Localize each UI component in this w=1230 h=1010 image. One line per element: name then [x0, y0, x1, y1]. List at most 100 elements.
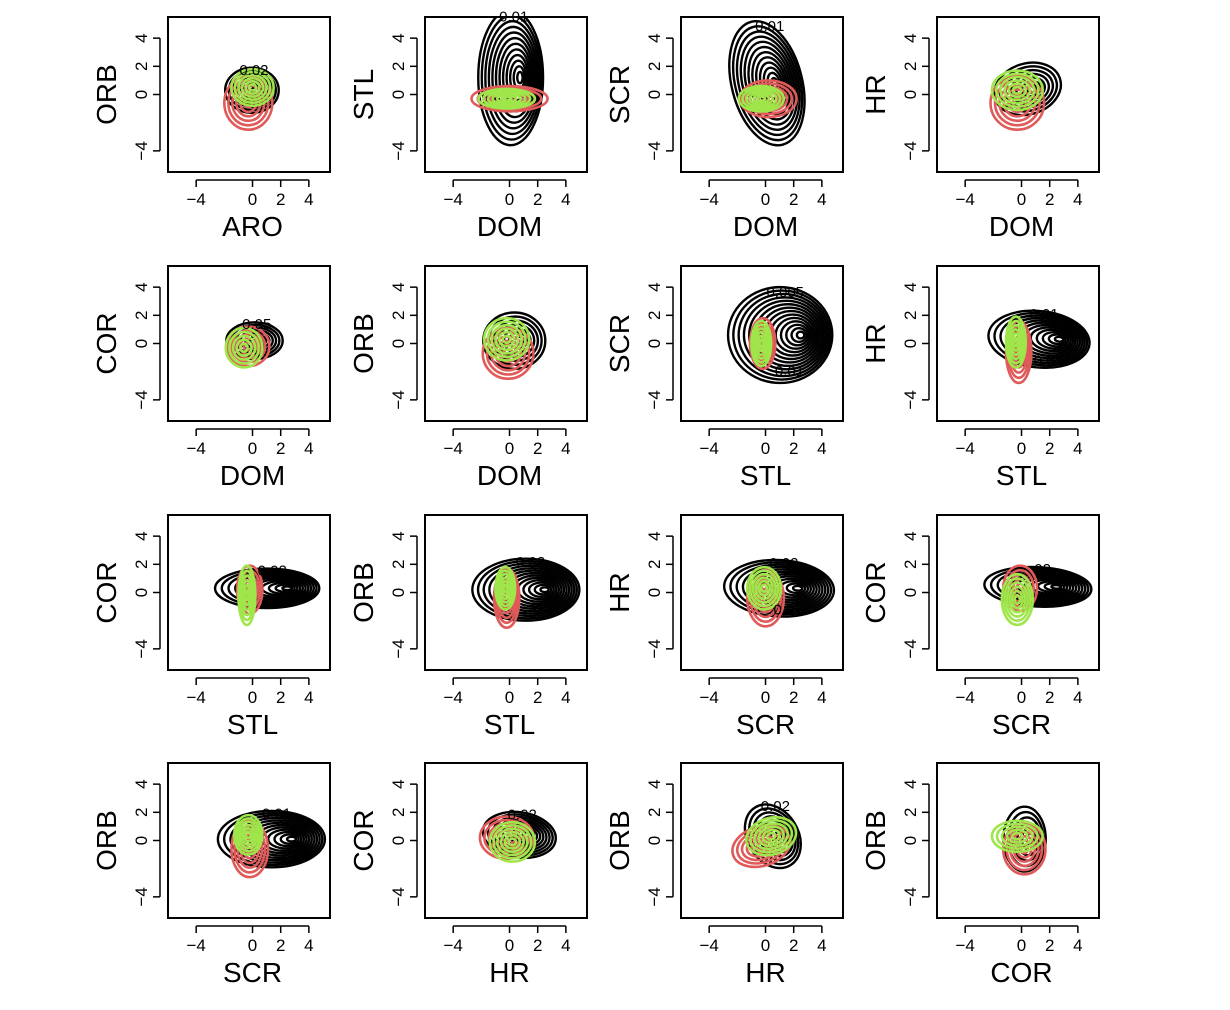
green-contour-line [239, 823, 257, 847]
x-tick-label: −4 [699, 936, 718, 955]
x-axis: −4 0 2 4 SCR [699, 677, 827, 740]
x-tick-label: −4 [699, 688, 718, 707]
y-tick-label: 2 [645, 62, 664, 71]
x-tick-label: 4 [1073, 439, 1082, 458]
green-contour-line [233, 70, 272, 105]
panel-plot-area [223, 66, 280, 132]
x-tick-label: −4 [186, 688, 205, 707]
green-contour-line [1008, 585, 1027, 614]
y-tick-label: 0 [389, 90, 408, 99]
green-contour-line [1011, 85, 1023, 95]
y-axis-label: ORB [348, 313, 379, 374]
green-contour-line [247, 83, 258, 92]
y-tick-label: 2 [389, 62, 408, 71]
y-axis-label: STL [348, 69, 379, 120]
y-tick-label: −4 [645, 141, 664, 160]
y-axis: −4 0 2 4 COR [348, 779, 418, 907]
plot-frame [167, 514, 331, 671]
x-axis-label: DOM [220, 460, 285, 491]
y-axis-label: ORB [860, 810, 891, 871]
green-contour-line [500, 579, 510, 597]
black-contour-line [785, 582, 807, 595]
y-tick-label: −4 [901, 141, 920, 160]
green-contour-line [1011, 332, 1021, 352]
green-contour-line [990, 69, 1044, 112]
black-contour-line [728, 19, 806, 147]
black-contour-line [996, 569, 1087, 605]
y-axis-label: ORB [348, 562, 379, 623]
green-contour-line [750, 319, 773, 368]
x-tick-label: 0 [248, 190, 257, 209]
x-tick-label: −4 [955, 688, 974, 707]
black-contour-line [476, 559, 579, 620]
x-tick-label: 4 [304, 439, 313, 458]
y-tick-label: −4 [389, 639, 408, 658]
green-contours [482, 316, 531, 362]
panel-plot-area [478, 810, 557, 863]
black-contour-line [791, 584, 804, 592]
y-axis: −4 0 2 4 ORB [348, 282, 418, 410]
black-contour-line [516, 70, 524, 85]
green-contour-line [244, 830, 252, 840]
x-axis-label: ARO [222, 211, 283, 242]
x-tick-label: −4 [186, 190, 205, 209]
green-contour-line [1012, 336, 1019, 348]
red-contour-line [743, 82, 794, 116]
x-axis-label: STL [740, 460, 791, 491]
green-contour-line [239, 574, 254, 617]
black-contour-line [758, 306, 821, 364]
red-contour-line [470, 84, 549, 113]
y-axis-label: HR [604, 572, 635, 612]
x-tick-label: 4 [817, 688, 826, 707]
x-tick-label: −4 [955, 439, 974, 458]
plot-frame [424, 265, 588, 422]
contour-label: 0.01 [1029, 306, 1058, 323]
green-contour-line [232, 813, 264, 856]
plot-frame [680, 762, 844, 919]
black-contour-line [993, 311, 1089, 367]
y-tick-label: 2 [645, 311, 664, 320]
green-contour-line [741, 86, 782, 111]
green-contour-line [994, 72, 1040, 109]
y-tick-label: 0 [901, 90, 920, 99]
green-contours [990, 69, 1044, 112]
x-axis: −4 0 2 4 DOM [443, 428, 571, 491]
x-tick-label: 0 [248, 688, 257, 707]
x-tick-label: 4 [304, 190, 313, 209]
x-axis: −4 0 2 4 ARO [186, 179, 314, 242]
panel-plot-area [224, 321, 284, 369]
black-contour-line [229, 814, 321, 864]
black-contour-line [227, 570, 316, 606]
x-tick-label: −4 [443, 936, 462, 955]
black-contour-line [220, 569, 318, 608]
y-tick-label: 4 [132, 33, 151, 42]
green-contour-line [765, 831, 777, 841]
black-contour-line [285, 835, 298, 843]
green-contour-line [482, 316, 531, 362]
x-tick-label: 2 [276, 688, 285, 707]
y-tick-label: 4 [389, 531, 408, 540]
green-contour-line [759, 583, 769, 594]
green-contours [232, 813, 264, 856]
y-tick-label: 2 [645, 808, 664, 817]
green-contour-line [477, 87, 537, 110]
y-tick-label: 0 [132, 836, 151, 845]
x-tick-label: 2 [789, 688, 798, 707]
contour-label: 0.02 [508, 807, 537, 824]
green-contours [990, 819, 1044, 854]
x-tick-label: 2 [1045, 936, 1054, 955]
y-tick-label: 4 [645, 531, 664, 540]
x-tick-label: 4 [304, 936, 313, 955]
x-tick-label: 2 [1045, 190, 1054, 209]
black-contour-line [274, 583, 296, 594]
panel-plot-area [989, 61, 1063, 132]
green-contour-line [753, 822, 790, 851]
black-contours [477, 17, 545, 147]
x-tick-label: 0 [1017, 936, 1026, 955]
x-tick-label: 2 [1045, 688, 1054, 707]
green-contour-line [499, 576, 512, 601]
